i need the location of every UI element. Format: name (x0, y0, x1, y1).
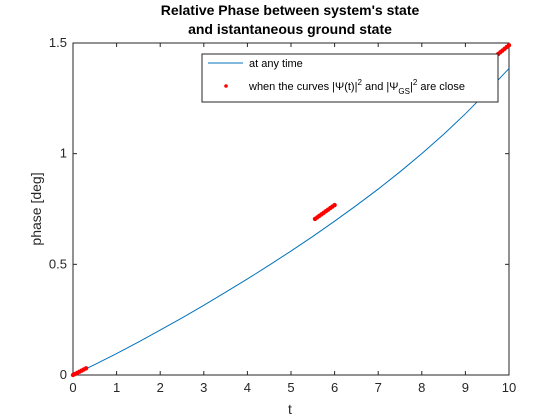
x-tick-label: 7 (375, 380, 382, 395)
x-tick-label: 3 (200, 380, 207, 395)
x-tick-label: 5 (287, 380, 294, 395)
legend-subscript-gs: GS (398, 87, 410, 96)
x-tick-label: 8 (418, 380, 425, 395)
series-line-at-any-time (72, 68, 510, 376)
x-tick-label: 1 (113, 380, 120, 395)
x-tick-label: 9 (462, 380, 469, 395)
legend-label-close-curves: when the curves |Ψ(t)|2 and |ΨGS|2 are c… (248, 78, 465, 96)
close-curves-marker (83, 366, 89, 371)
x-tick-label: 4 (244, 380, 251, 395)
y-tick-label: 1.5 (49, 35, 67, 50)
x-tick-label: 6 (331, 380, 338, 395)
legend-superscript-2: 2 (413, 78, 418, 87)
legend-box (201, 53, 499, 103)
y-axis-label: phase [deg] (28, 172, 44, 245)
x-axis-label: t (288, 401, 292, 417)
x-tick-label: 2 (157, 380, 164, 395)
legend-text-part-3: | (410, 81, 413, 93)
y-tick-label: 1 (60, 146, 67, 161)
y-axis-ticks: 0 0.5 1 1.5 (49, 35, 509, 382)
x-tick-label: 0 (69, 380, 76, 395)
close-curves-marker (332, 202, 337, 208)
y-tick-label: 0.5 (49, 256, 67, 271)
chart-title-line-1: Relative Phase between system's state (161, 2, 420, 18)
legend-text-part-1: when the curves |Ψ(t)| (248, 81, 357, 93)
legend-superscript-1: 2 (357, 78, 362, 87)
x-tick-label: 10 (502, 380, 516, 395)
legend-label-at-any-time: at any time (249, 58, 303, 70)
chart-title-line-2: and istantaneous ground state (188, 21, 392, 37)
x-axis-ticks: 0 1 2 3 4 5 6 7 8 9 10 (69, 43, 516, 395)
legend-text-part-2: and |Ψ (362, 81, 399, 93)
y-tick-label: 0 (60, 367, 67, 382)
close-curves-marker (506, 43, 512, 48)
legend-text-part-4: are close (417, 81, 465, 93)
data-series (70, 43, 512, 378)
legend-marker-swatch (224, 84, 228, 88)
legend: at any time when the curves |Ψ(t)|2 and … (201, 53, 499, 103)
